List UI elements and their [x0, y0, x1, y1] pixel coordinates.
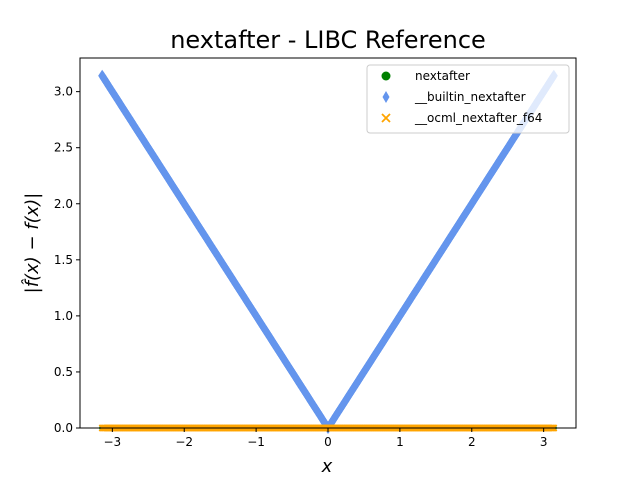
- y-tick-label: 1.0: [54, 309, 73, 323]
- legend-frame: [366, 64, 570, 134]
- y-tick-label: 1.5: [54, 253, 73, 267]
- x-axis-label: x: [321, 456, 333, 477]
- x-tick-label: 1: [396, 435, 404, 449]
- y-tick-label: 2.5: [54, 141, 73, 155]
- y-tick-label: 0.0: [54, 421, 73, 435]
- x-tick-label: −1: [247, 435, 265, 449]
- legend-marker: [382, 91, 390, 103]
- legend-label: __ocml_nextafter_f64: [414, 111, 542, 125]
- legend-label: nextafter: [415, 69, 470, 83]
- x-tick-label: 3: [540, 435, 548, 449]
- y-axis: 0.0 0.5 1.0 1.5 2.0 2.5 3.0: [54, 85, 80, 435]
- series-builtinnextafter: [98, 69, 558, 434]
- x-tick-label: −2: [175, 435, 193, 449]
- y-axis-label: |f̂(x) − f(x)|: [22, 193, 43, 294]
- chart-title: nextafter - LIBC Reference: [170, 26, 486, 54]
- y-tick-label: 2.0: [54, 197, 73, 211]
- x-tick-label: −3: [103, 435, 121, 449]
- x-tick-label: 0: [324, 435, 332, 449]
- y-tick-label: 3.0: [54, 85, 73, 99]
- legend: nextafter __builtin_nextafter __ocml_nexta…: [366, 64, 570, 134]
- x-tick-label: 2: [468, 435, 476, 449]
- x-axis: −3 −2 −1 0 1 2 3: [103, 428, 547, 449]
- y-tick-label: 0.5: [54, 365, 73, 379]
- legend-label: __builtin_nextafter: [414, 90, 526, 104]
- legend-marker: [381, 113, 391, 123]
- legend-marker: [381, 71, 391, 81]
